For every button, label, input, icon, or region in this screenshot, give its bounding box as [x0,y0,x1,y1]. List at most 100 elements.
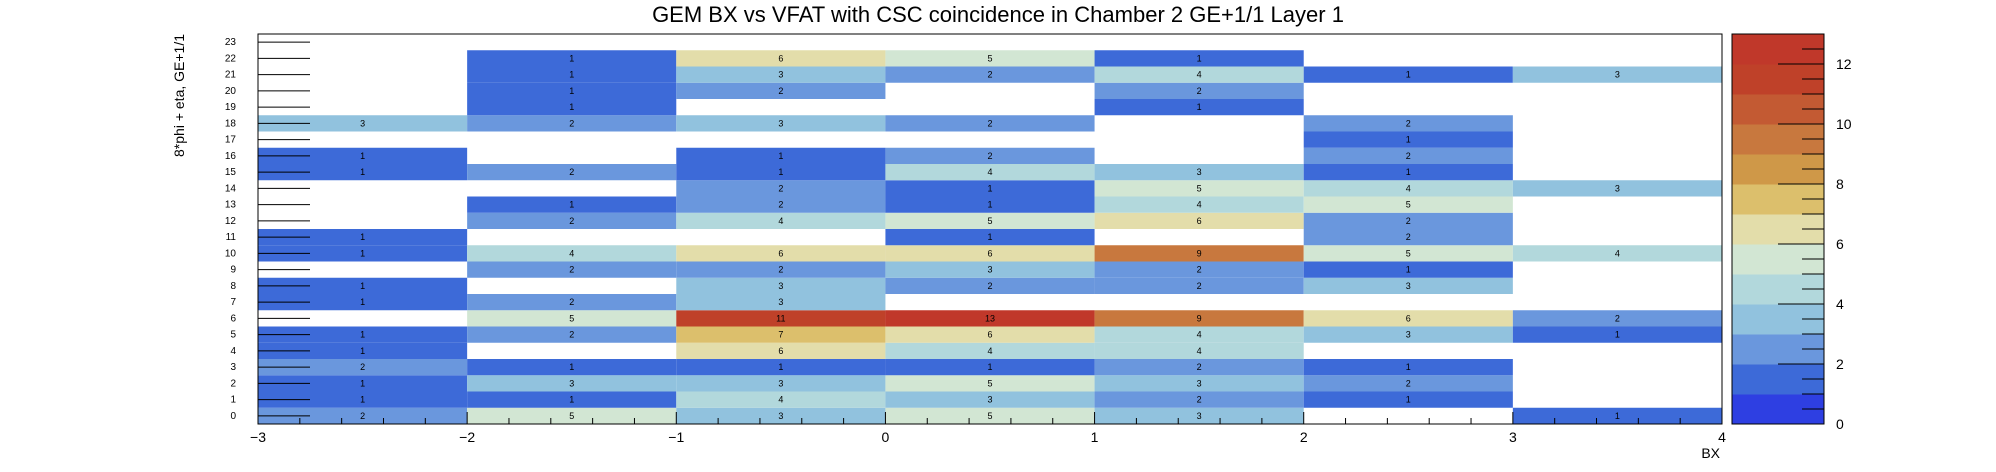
cell-value-label: 1 [569,86,574,96]
cell-value-label: 1 [1406,70,1411,80]
y-tick-label: 10 [225,248,237,259]
cell-value-label: 5 [987,216,992,226]
heatmap-cell [467,66,677,83]
z-tick-label: 10 [1836,116,1852,132]
cell-value-label: 1 [1406,265,1411,275]
chart-title: GEM BX vs VFAT with CSC coincidence in C… [652,2,1344,27]
x-tick-label: 1 [1091,429,1099,445]
heatmap-cell [467,294,677,311]
heatmap-cell [1303,391,1513,408]
cell-value-label: 1 [987,200,992,210]
cell-value-label: 4 [987,167,992,177]
cell-value-label: 1 [360,232,365,242]
cell-value-label: 3 [1406,330,1411,340]
heatmap-cell [1512,407,1722,424]
cell-value-label: 2 [569,216,574,226]
heatmap-cell [467,50,677,67]
z-tick-label: 0 [1836,416,1844,432]
x-tick-label: −2 [459,429,475,445]
heatmap-cell [258,277,468,294]
cell-value-label: 2 [1406,378,1411,388]
cell-value-label: 2 [987,281,992,291]
cell-value-label: 3 [1197,167,1202,177]
cell-value-label: 1 [360,346,365,356]
heatmap-cell [1094,99,1304,116]
heatmap-cell [1512,245,1722,262]
heatmap-cell [676,261,886,278]
cell-value-label: 1 [569,53,574,63]
heatmap-cell [1303,359,1513,376]
cell-value-label: 4 [1197,200,1202,210]
cell-value-label: 2 [569,265,574,275]
heatmap-cell [676,196,886,213]
heatmap-cell [1094,66,1304,83]
heatmap-cell [676,310,886,327]
cell-value-label: 3 [778,118,783,128]
cell-value-label: 6 [778,346,783,356]
color-axis: 0 2 4 6 8 10 12 [1778,48,1852,432]
heatmap-cell [885,261,1095,278]
cell-value-label: 5 [1406,200,1411,210]
cell-value-label: 1 [360,151,365,161]
plot-frame [257,33,1723,425]
heatmap-cell [676,82,886,99]
heatmap-cell [1512,66,1722,83]
heatmap-cell [885,180,1095,197]
cell-value-label: 2 [1406,118,1411,128]
heatmap-cell [1303,229,1513,246]
heatmap-cell [258,326,468,343]
heatmap-cell [1094,245,1304,262]
heatmap-cell [1094,326,1304,343]
heatmap-cell [258,342,468,359]
heatmap-cell [1303,115,1513,132]
cell-value-label: 2 [569,167,574,177]
y-tick-label: 18 [225,118,237,129]
heatmap-cell [1303,375,1513,392]
heatmap-cell [885,342,1095,359]
y-tick-label: 6 [230,313,236,324]
heatmap-cell [676,180,886,197]
cell-value-label: 1 [360,297,365,307]
heatmap-cell [467,212,677,229]
heatmap-cell [1303,245,1513,262]
heatmap-cell [258,359,468,376]
cell-value-label: 9 [1197,313,1202,323]
heatmap-cell [885,310,1095,327]
cell-value-label: 2 [987,70,992,80]
heatmap-cell [676,407,886,424]
cell-value-label: 2 [1197,395,1202,405]
heatmap-cell [1094,342,1304,359]
heatmap-cell [258,391,468,408]
heatmap-cell [676,342,886,359]
cell-value-label: 1 [778,167,783,177]
cell-value-label: 2 [778,265,783,275]
heatmap-cell [885,245,1095,262]
heatmap-cell [676,245,886,262]
heatmap-cell [1094,277,1304,294]
cell-value-label: 2 [778,86,783,96]
y-tick-label: 19 [225,102,237,113]
y-tick-label: 23 [225,37,237,48]
heatmap-cell [1094,261,1304,278]
heatmap-cell [1094,359,1304,376]
cell-value-label: 2 [1197,281,1202,291]
heatmap-cell [467,82,677,99]
heatmap-cell [258,115,468,132]
heatmap-cell [258,229,468,246]
heatmap-cell [1303,131,1513,148]
y-tick-label: 20 [225,86,237,97]
cell-value-label: 1 [360,330,365,340]
heatmap-cell [1094,212,1304,229]
cell-value-label: 3 [569,378,574,388]
heatmap-cell [1094,164,1304,181]
cell-value-label: 4 [1197,70,1202,80]
cell-value-label: 1 [1406,167,1411,177]
heatmap-cell [1094,82,1304,99]
cell-value-label: 13 [985,313,995,323]
heatmap-cell [1094,180,1304,197]
heatmap-cell [467,391,677,408]
heatmap-cell [467,407,677,424]
cell-value-label: 1 [1615,330,1620,340]
x-tick-label: 3 [1509,429,1517,445]
cell-value-label: 4 [1197,346,1202,356]
